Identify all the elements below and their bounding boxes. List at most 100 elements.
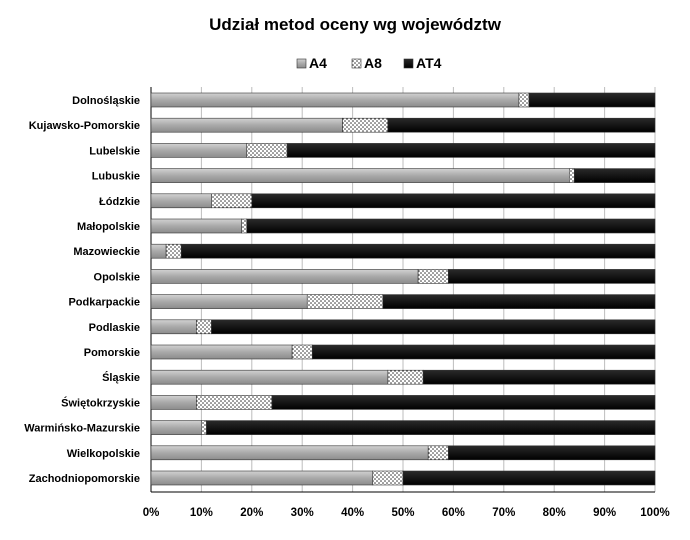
bar-at4-1: [387, 117, 656, 133]
bar-at4-12: [271, 395, 656, 410]
category-label-10: Pomorskie: [84, 347, 140, 359]
legend: A4 A8 AT4: [296, 55, 442, 71]
bar-at4-2: [286, 143, 656, 158]
bar-a8-14: [427, 445, 449, 461]
bar-a4-5: [150, 218, 243, 234]
category-label-5: Małopolskie: [77, 221, 140, 233]
legend-swatch-a8: [351, 58, 362, 69]
legend-label-a4: A4: [309, 55, 327, 71]
legend-item-a8: A8: [351, 55, 382, 71]
category-label-14: Wielkopolskie: [67, 448, 140, 460]
bar-row-5: [150, 218, 656, 234]
category-label-12: Świętokrzyskie: [61, 396, 140, 409]
bar-a4-13: [150, 420, 202, 435]
bar-a4-15: [150, 470, 374, 486]
bar-row-7: [150, 269, 656, 284]
category-label-9: Podlaskie: [89, 322, 140, 334]
legend-item-a4: A4: [296, 55, 327, 71]
bar-row-3: [150, 168, 656, 183]
bar-a8-2: [246, 143, 288, 158]
bar-at4-3: [574, 168, 656, 183]
bar-a4-0: [150, 92, 520, 108]
bar-at4-7: [448, 269, 656, 284]
bar-at4-6: [180, 243, 656, 259]
bar-row-13: [150, 420, 656, 435]
bar-a8-15: [372, 470, 404, 486]
category-label-15: Zachodniopomorskie: [29, 473, 140, 485]
bar-at4-0: [528, 92, 656, 108]
bar-row-14: [150, 445, 656, 461]
category-label-4: Łódzkie: [99, 196, 140, 208]
bar-a8-6: [165, 243, 182, 259]
bar-row-11: [150, 369, 656, 385]
bar-row-12: [150, 395, 656, 410]
bar-a8-3: [569, 168, 575, 183]
bar-row-15: [150, 470, 656, 486]
bar-at4-10: [311, 344, 656, 360]
bar-a4-14: [150, 445, 429, 461]
category-label-13: Warmińsko-Mazurskie: [24, 423, 140, 435]
chart-title: Udział metod oceny wg województw: [209, 15, 502, 34]
bar-a4-11: [150, 369, 389, 385]
bar-a4-4: [150, 193, 212, 209]
bar-a8-8: [306, 294, 384, 309]
x-tick-label-0: 0%: [143, 507, 160, 519]
bar-a4-7: [150, 269, 419, 284]
category-label-6: Mazowieckie: [73, 246, 140, 258]
x-tick-label-5: 50%: [391, 507, 414, 519]
bar-a8-13: [201, 420, 207, 435]
category-label-8: Podkarpackie: [68, 297, 140, 309]
bar-a8-5: [241, 218, 248, 234]
bar-row-0: [150, 92, 656, 108]
legend-item-at4: AT4: [403, 55, 442, 71]
category-labels: Dolnośląskie Kujawsko-Pomorskie Lubelskie L…: [24, 95, 140, 485]
x-tick-label-9: 90%: [593, 507, 616, 519]
bar-row-1: [150, 117, 656, 133]
legend-label-at4: AT4: [416, 55, 442, 71]
bar-a4-2: [150, 143, 248, 158]
bar-row-10: [150, 344, 656, 360]
legend-swatch-a4: [296, 58, 307, 69]
bar-row-2: [150, 143, 656, 158]
x-tick-label-1: 10%: [190, 507, 213, 519]
bar-a8-11: [387, 369, 424, 385]
legend-label-a8: A8: [364, 55, 382, 71]
bar-at4-8: [382, 294, 656, 309]
bar-a4-3: [150, 168, 570, 183]
bar-at4-9: [211, 319, 656, 335]
bar-at4-15: [402, 470, 656, 486]
x-axis-ticks: 0% 10% 20% 30% 40% 50% 60% 70% 80% 90% 100%: [143, 507, 670, 519]
bar-a8-9: [196, 319, 212, 335]
bar-row-4: [150, 193, 656, 209]
bar-a8-10: [291, 344, 313, 360]
bar-row-6: [150, 243, 656, 259]
x-tick-label-10: 100%: [640, 507, 669, 519]
bar-a4-9: [150, 319, 197, 335]
bar-a8-12: [196, 395, 273, 410]
bar-a8-1: [342, 117, 389, 133]
bar-at4-14: [448, 445, 656, 461]
bar-a8-7: [417, 269, 449, 284]
bar-row-8: [150, 294, 656, 309]
bar-at4-5: [246, 218, 656, 234]
bar-a8-4: [211, 193, 253, 209]
bars: [150, 92, 656, 486]
x-tick-label-7: 70%: [492, 507, 515, 519]
bar-row-9: [150, 319, 656, 335]
category-label-0: Dolnośląskie: [72, 95, 140, 107]
x-tick-label-3: 30%: [291, 507, 314, 519]
bar-a4-6: [150, 243, 167, 259]
bar-a8-0: [518, 92, 530, 108]
category-label-2: Lubelskie: [89, 145, 140, 157]
category-label-11: Śląskie: [102, 371, 140, 384]
category-label-3: Lubuskie: [92, 171, 140, 183]
legend-swatch-at4: [403, 58, 414, 69]
bar-a4-8: [150, 294, 308, 309]
x-tick-label-8: 80%: [543, 507, 566, 519]
x-tick-label-4: 40%: [341, 507, 364, 519]
category-label-7: Opolskie: [94, 271, 140, 283]
bar-a4-12: [150, 395, 197, 410]
x-tick-label-2: 20%: [240, 507, 263, 519]
